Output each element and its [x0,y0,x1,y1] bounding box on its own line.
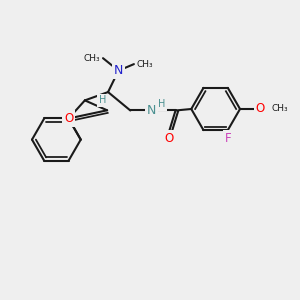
Text: CH₃: CH₃ [272,104,288,113]
Text: N: N [147,104,156,117]
Text: CH₃: CH₃ [137,60,154,69]
Text: CH₃: CH₃ [83,54,100,63]
Text: H: H [99,95,106,105]
Text: O: O [64,112,73,125]
Text: F: F [224,132,231,145]
Text: O: O [164,132,174,145]
Text: O: O [255,103,265,116]
Text: H: H [158,99,165,109]
Text: N: N [114,64,123,77]
